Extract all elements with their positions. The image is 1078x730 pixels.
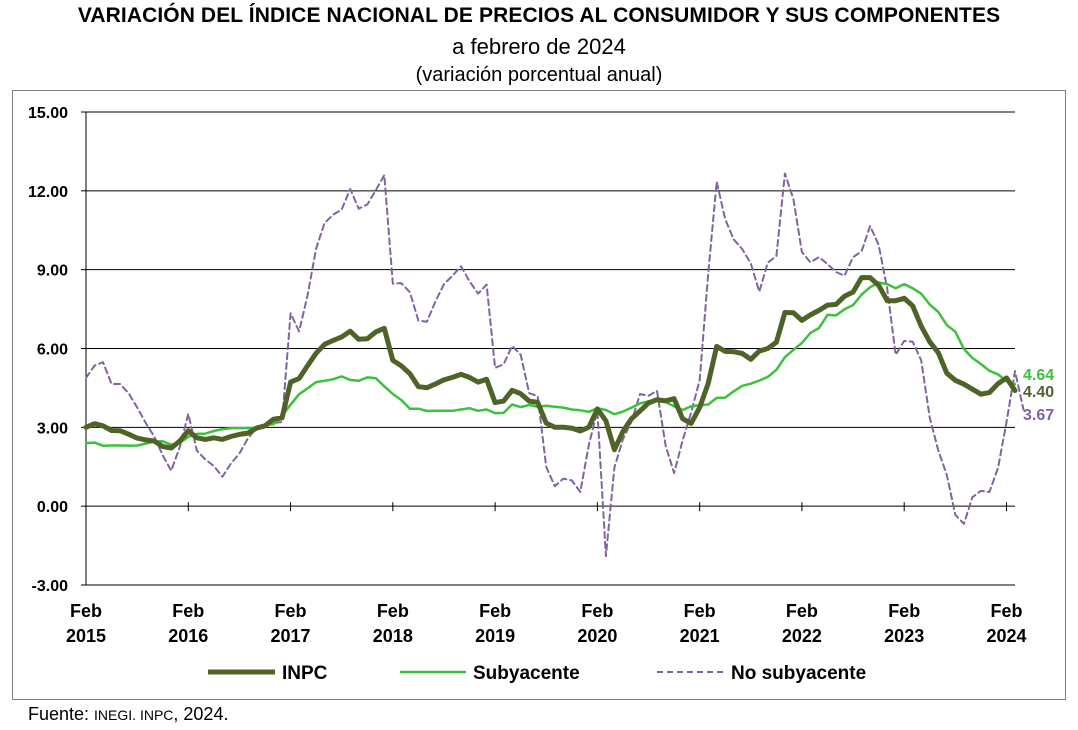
- legend-label-inpc: INPC: [282, 663, 328, 684]
- y-tick-label: 0.00: [37, 499, 68, 516]
- source-name: INEGI. INPC: [94, 707, 174, 723]
- chart-frame: [12, 90, 1066, 700]
- y-tick-label: -3.00: [32, 578, 69, 595]
- x-tick-label-month: Feb: [990, 601, 1022, 621]
- x-tick-label-month: Feb: [479, 601, 511, 621]
- y-tick-label: 6.00: [37, 342, 68, 359]
- x-tick-label-year: 2017: [271, 626, 311, 646]
- x-tick-label-year: 2016: [168, 626, 208, 646]
- chart-title: VARIACIÓN DEL ÍNDICE NACIONAL DE PRECIOS…: [77, 4, 1001, 27]
- y-tick-label: 15.00: [28, 105, 68, 122]
- legend-label-no-subyacente: No subyacente: [731, 663, 866, 684]
- x-tick-label-year: 2024: [986, 626, 1026, 646]
- series-line-subyacente: [84, 281, 1017, 447]
- chart-subtitle: a febrero de 2024: [452, 34, 626, 59]
- y-tick-label: 9.00: [37, 263, 68, 280]
- source-prefix: Fuente:: [28, 704, 95, 724]
- legend-label-subyacente: Subyacente: [473, 663, 580, 684]
- x-tick-label-month: Feb: [888, 601, 920, 621]
- series-line-no-subyacente: [85, 172, 1025, 558]
- x-tick-label-month: Feb: [377, 601, 409, 621]
- x-tick-label-month: Feb: [581, 601, 613, 621]
- x-tick-label-year: 2015: [66, 626, 106, 646]
- x-tick-label-year: 2023: [884, 626, 924, 646]
- end-label-no-subyacente: 3.67: [1023, 407, 1054, 424]
- x-tick-label-year: 2018: [373, 626, 413, 646]
- chart-subtitle-units: (variación porcentual anual): [415, 64, 663, 86]
- x-tick-label-year: 2020: [577, 626, 617, 646]
- x-tick-label-month: Feb: [786, 601, 818, 621]
- x-tick-label-month: Feb: [684, 601, 716, 621]
- x-tick-label-year: 2019: [475, 626, 515, 646]
- source-suffix: , 2024.: [173, 704, 229, 724]
- series-line-inpc: [83, 275, 1018, 453]
- x-tick-label-month: Feb: [275, 601, 307, 621]
- y-tick-label: 12.00: [28, 184, 68, 201]
- end-label-subyacente: 4.64: [1023, 367, 1054, 384]
- y-tick-label: 3.00: [37, 420, 68, 437]
- x-tick-label-year: 2021: [680, 626, 720, 646]
- line-chart: -3.00 0.00 3.00 6.00 9.00 12.00 15.00 Feb 2015 Fe…: [28, 105, 1054, 684]
- source-note: Fuente: INEGI. INPC, 2024.: [28, 704, 228, 725]
- x-tick-label-month: Feb: [172, 601, 204, 621]
- end-label-inpc: 4.40: [1023, 384, 1054, 401]
- x-tick-label-month: Feb: [70, 601, 102, 621]
- x-tick-label-year: 2022: [782, 626, 822, 646]
